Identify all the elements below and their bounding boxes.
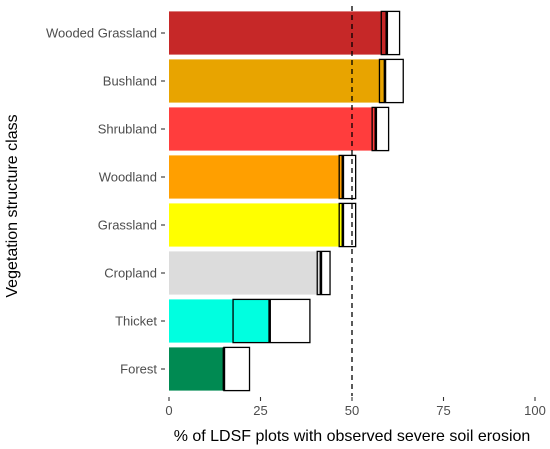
x-axis: 0 25 50 75 100 xyxy=(165,397,546,418)
bar xyxy=(169,155,343,199)
interval-box xyxy=(316,250,331,296)
interval-layer xyxy=(222,10,404,392)
x-tick-label: 0 xyxy=(165,403,172,418)
y-tick-label: Shrubland xyxy=(98,122,157,137)
bar xyxy=(169,11,387,55)
x-axis-title: % of LDSF plots with observed severe soi… xyxy=(174,428,531,445)
x-tick-label: 100 xyxy=(524,403,546,418)
y-tick-label: Cropland xyxy=(104,266,157,281)
interval-box xyxy=(223,346,251,392)
y-tick-label: Thicket xyxy=(115,314,157,329)
interval-box xyxy=(338,154,357,200)
bar xyxy=(169,299,270,343)
bar xyxy=(169,347,224,391)
interval-box xyxy=(380,10,401,56)
interval-box xyxy=(378,58,404,104)
bar xyxy=(169,251,321,295)
x-tick-label: 25 xyxy=(253,403,267,418)
x-tick-label: 75 xyxy=(436,403,450,418)
interval-box xyxy=(371,106,390,152)
bar xyxy=(169,59,385,103)
x-tick-label: 50 xyxy=(345,403,359,418)
bar xyxy=(169,203,343,247)
interval-box xyxy=(338,202,357,248)
y-tick-label: Bushland xyxy=(103,74,157,89)
y-tick-label: Grassland xyxy=(98,218,157,233)
y-axis: Wooded Grassland Bushland Shrubland Woodlan… xyxy=(46,26,165,377)
y-tick-label: Woodland xyxy=(99,170,157,185)
bar xyxy=(169,107,376,151)
interval-box xyxy=(232,298,311,344)
bars-layer xyxy=(169,11,387,391)
y-tick-label: Forest xyxy=(120,362,157,377)
y-tick-label: Wooded Grassland xyxy=(46,26,157,41)
y-axis-title: Vegetation structure class xyxy=(4,114,21,297)
